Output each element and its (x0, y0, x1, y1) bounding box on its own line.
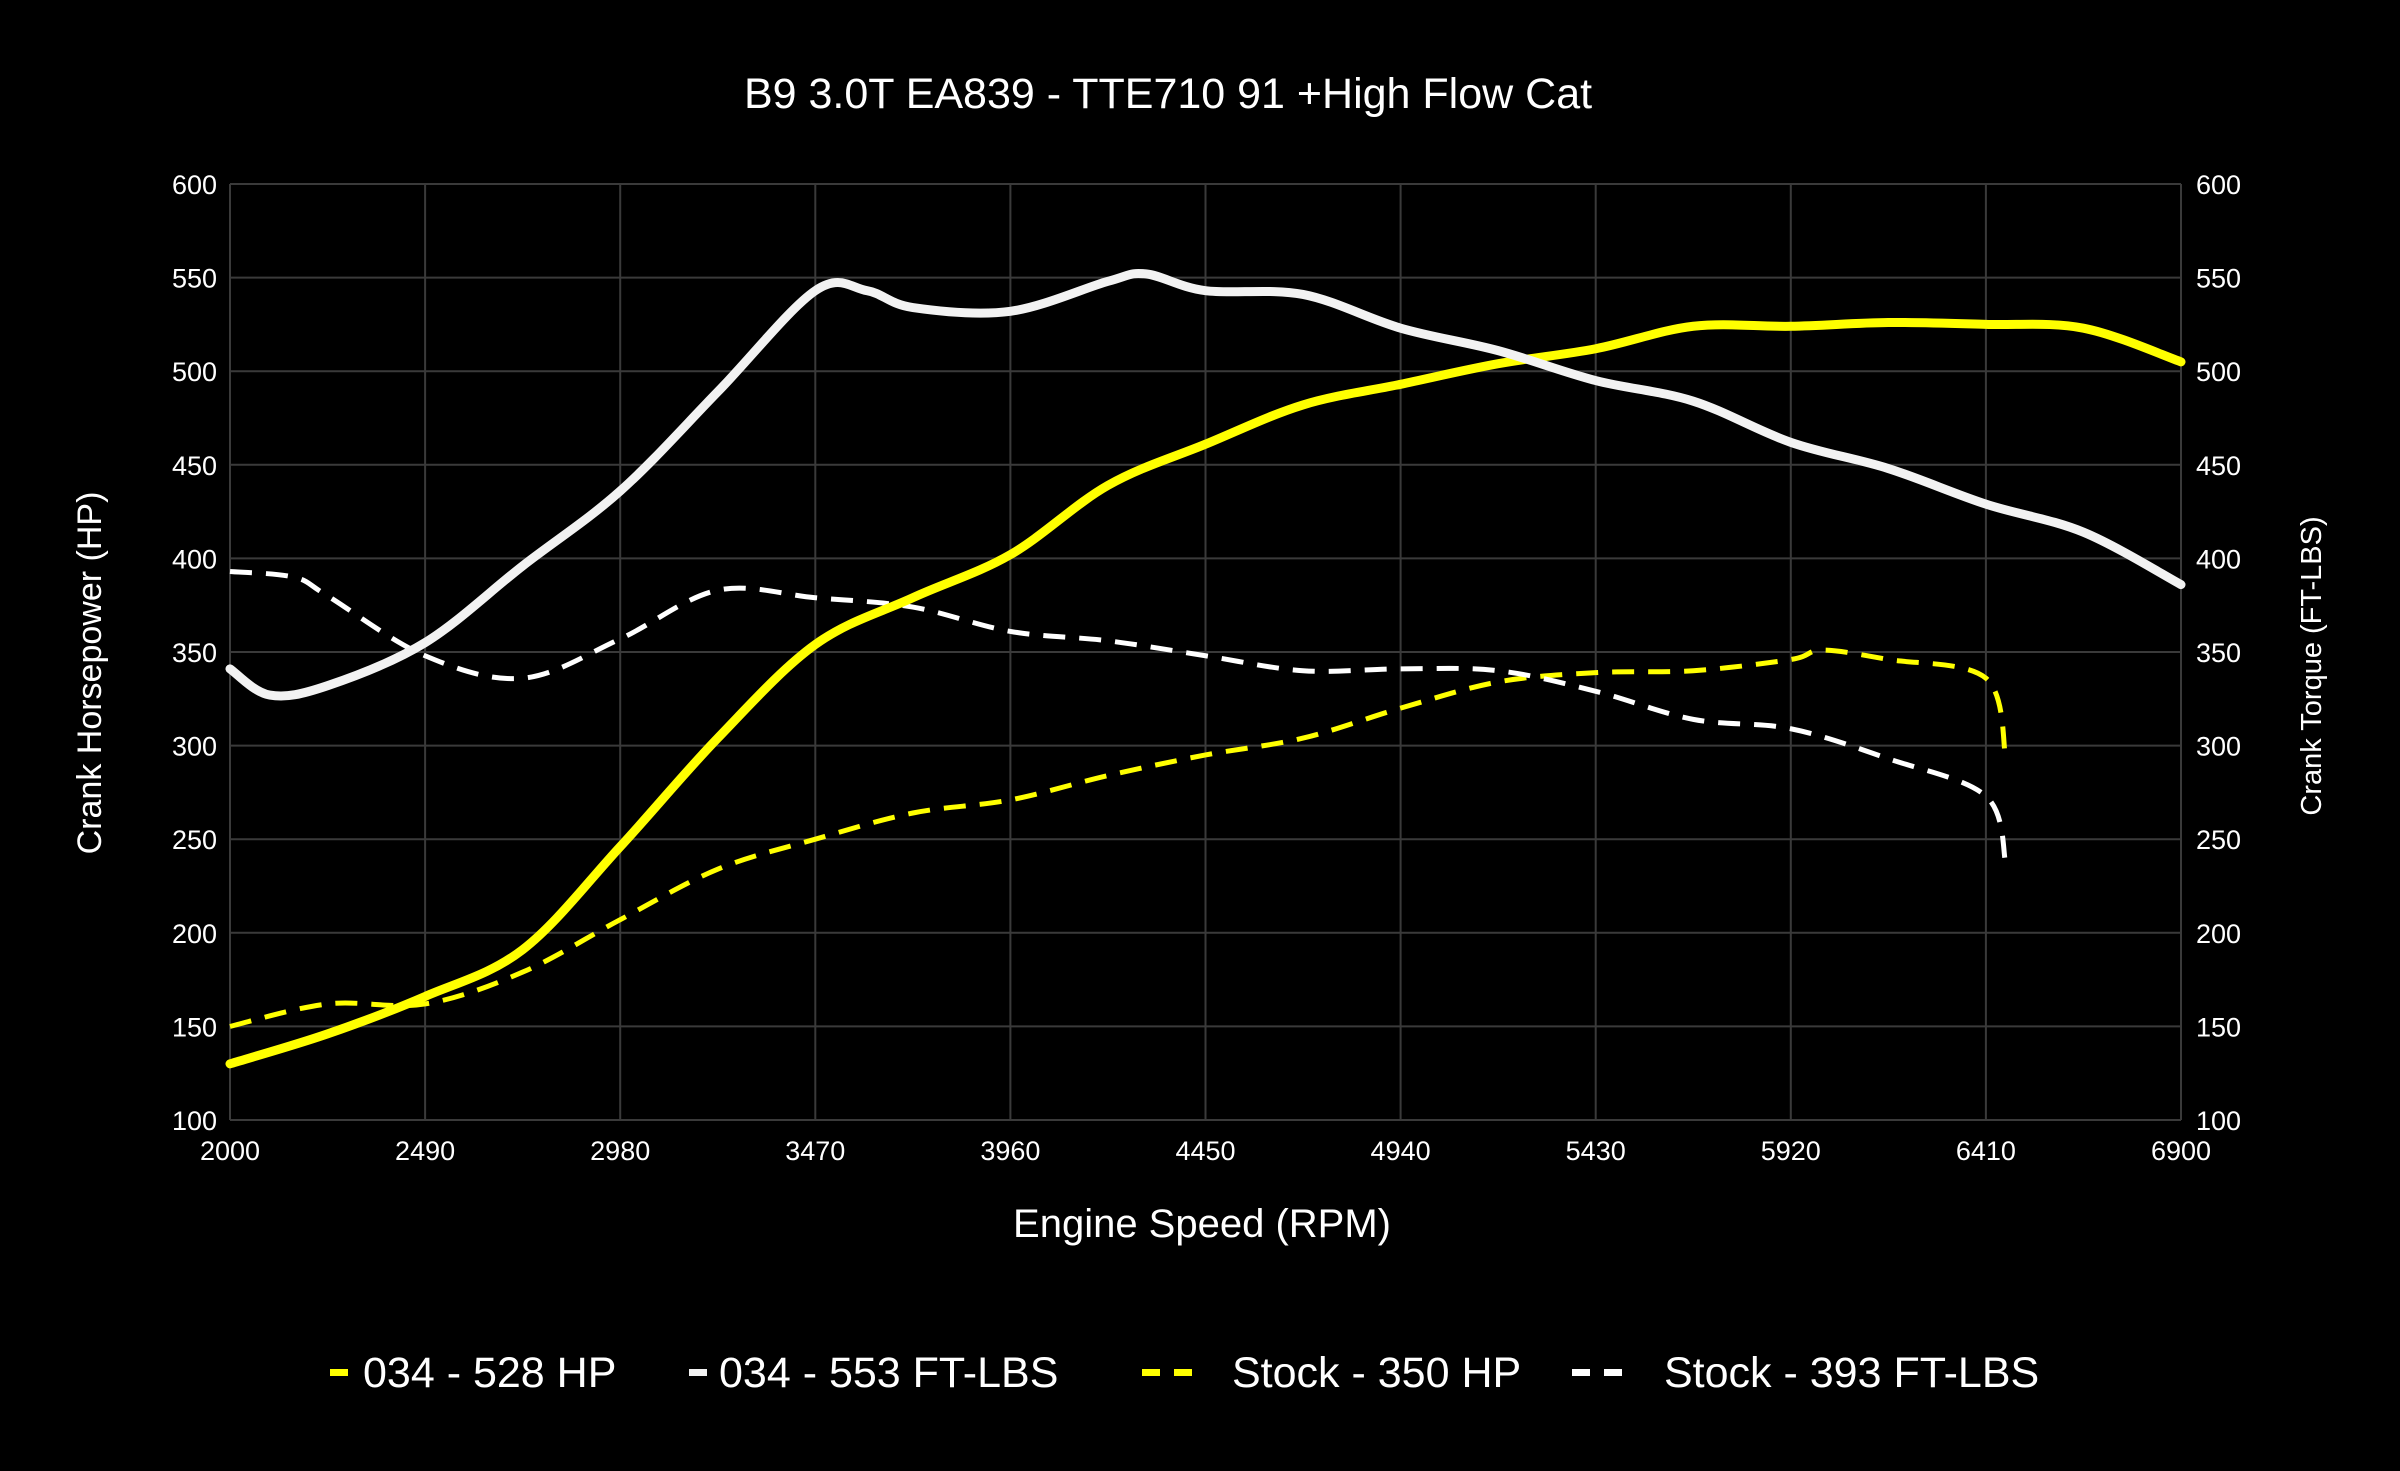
legend-item: 034 - 553 FT-LBS (689, 1349, 1058, 1397)
legend-marker (1572, 1369, 1590, 1376)
x-tick-label: 5920 (1761, 1136, 1821, 1166)
y-tick-label-left: 500 (172, 357, 217, 387)
y-tick-label-left: 300 (172, 732, 217, 762)
legend-label: Stock - 350 HP (1232, 1349, 1521, 1397)
y-tick-label-right: 200 (2196, 919, 2241, 949)
legend-label: 034 - 528 HP (363, 1349, 616, 1397)
series-line-4 (229, 569, 2009, 865)
legend: 034 - 528 HP 034 - 553 FT-LBS Stock - 350 … (330, 1349, 2039, 1397)
legend-item: Stock - 350 HP (1142, 1349, 1521, 1397)
legend-label: 034 - 553 FT-LBS (719, 1349, 1058, 1397)
y-tick-label-left: 100 (172, 1106, 217, 1136)
series-line-2 (225, 268, 2186, 701)
y-axis-right-ticks: 100 150 200 250 300 350 400 450 500 550 600 (2196, 170, 2241, 1136)
y-tick-label-right: 350 (2196, 638, 2241, 668)
y-tick-label-right: 550 (2196, 264, 2241, 294)
y-axis-left-ticks: 100 150 200 250 300 350 400 450 500 550 600 (172, 170, 217, 1136)
x-tick-label: 2490 (395, 1136, 455, 1166)
legend-marker (1174, 1369, 1192, 1376)
legend-marker (330, 1369, 348, 1376)
legend-marker (1604, 1369, 1622, 1376)
y-tick-label-right: 600 (2196, 170, 2241, 200)
y-axis-left-label: Crank Horsepower (HP) (71, 492, 109, 855)
grid (229, 183, 2182, 1121)
y-tick-label-right: 150 (2196, 1012, 2241, 1042)
x-tick-label: 2000 (200, 1136, 260, 1166)
y-tick-label-right: 300 (2196, 732, 2241, 762)
y-tick-label-right: 450 (2196, 451, 2241, 481)
y-tick-label-right: 500 (2196, 357, 2241, 387)
legend-marker (1142, 1369, 1160, 1376)
x-tick-label: 6900 (2151, 1136, 2211, 1166)
y-tick-label-left: 200 (172, 919, 217, 949)
x-tick-label: 2980 (590, 1136, 650, 1166)
x-tick-label: 4450 (1175, 1136, 1235, 1166)
legend-marker (689, 1369, 707, 1376)
legend-item: Stock - 393 FT-LBS (1572, 1349, 2039, 1397)
x-axis-ticks: 2000 2490 2980 3470 3960 4450 4940 5430 5920 6410… (200, 1136, 2211, 1166)
series-line-3 (229, 647, 2009, 1029)
y-tick-label-left: 400 (172, 544, 217, 574)
legend-label: Stock - 393 FT-LBS (1664, 1349, 2039, 1397)
y-axis-right-label: Crank Torque (FT-LBS) (2296, 516, 2328, 815)
chart-title: B9 3.0T EA839 - TTE710 91 +High Flow Cat (744, 70, 1592, 118)
series-line-1 (225, 317, 2186, 1069)
x-tick-label: 3960 (980, 1136, 1040, 1166)
y-tick-label-left: 600 (172, 170, 217, 200)
y-tick-label-right: 100 (2196, 1106, 2241, 1136)
x-tick-label: 3470 (785, 1136, 845, 1166)
x-tick-label: 6410 (1956, 1136, 2016, 1166)
x-axis-label: Engine Speed (RPM) (1013, 1202, 1391, 1246)
y-tick-label-right: 400 (2196, 544, 2241, 574)
x-tick-label: 5430 (1566, 1136, 1626, 1166)
y-tick-label-left: 150 (172, 1012, 217, 1042)
y-tick-label-right: 250 (2196, 825, 2241, 855)
y-tick-label-left: 450 (172, 451, 217, 481)
legend-item: 034 - 528 HP (330, 1349, 616, 1397)
y-tick-label-left: 350 (172, 638, 217, 668)
series-lines (225, 268, 2186, 1069)
x-tick-label: 4940 (1371, 1136, 1431, 1166)
y-tick-label-left: 250 (172, 825, 217, 855)
y-tick-label-left: 550 (172, 264, 217, 294)
